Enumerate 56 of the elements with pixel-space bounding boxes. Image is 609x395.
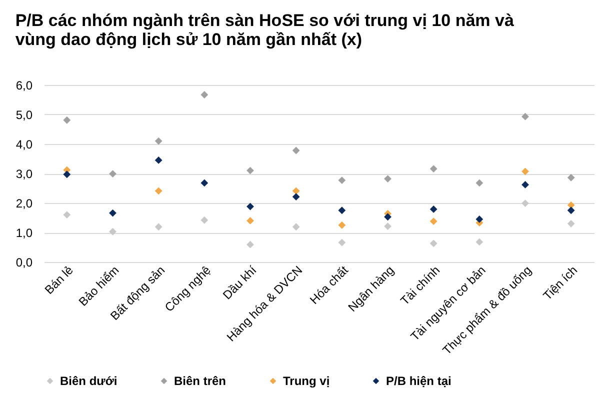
point bbox=[154, 223, 162, 231]
point bbox=[246, 166, 254, 174]
point bbox=[292, 146, 300, 154]
point bbox=[567, 220, 575, 228]
point bbox=[476, 216, 484, 223]
x-tick-label: Dầu khí bbox=[220, 262, 260, 302]
legend-label: Biên trên bbox=[174, 374, 226, 388]
point bbox=[430, 165, 438, 172]
legend-label: Biên dưới bbox=[60, 374, 118, 388]
y-tick-label: 1,0 bbox=[16, 226, 33, 240]
y-tick-label: 5,0 bbox=[16, 108, 33, 122]
point bbox=[567, 174, 575, 182]
point bbox=[567, 201, 575, 209]
point bbox=[246, 240, 254, 248]
legend-label: Trung vị bbox=[283, 374, 330, 388]
y-tick-label: 2,0 bbox=[16, 196, 33, 210]
point bbox=[246, 216, 254, 224]
legend-label: P/B hiện tại bbox=[386, 374, 452, 388]
point bbox=[522, 168, 529, 176]
point bbox=[154, 137, 162, 145]
x-tick-label: Tiện ích bbox=[540, 263, 580, 303]
point bbox=[522, 181, 529, 188]
point bbox=[63, 211, 71, 219]
point bbox=[292, 187, 300, 195]
point bbox=[109, 228, 116, 236]
point bbox=[292, 193, 300, 201]
y-tick-label: 4,0 bbox=[16, 138, 33, 152]
point bbox=[154, 187, 162, 195]
point bbox=[522, 112, 529, 120]
point bbox=[384, 175, 392, 183]
point bbox=[384, 222, 392, 230]
point bbox=[430, 218, 438, 225]
chart-title: P/B các nhóm ngành trên sàn HoSE so với trung vị 10 năm và vùng dao động lịch sử 10 năm gần nhất (x) bbox=[15, 11, 514, 49]
point bbox=[200, 179, 208, 187]
y-tick-label: 0,0 bbox=[16, 256, 33, 270]
point bbox=[154, 156, 162, 164]
point bbox=[200, 91, 208, 98]
point bbox=[338, 176, 346, 184]
x-tick-label: Bán lẻ bbox=[42, 262, 76, 298]
point bbox=[476, 179, 484, 187]
point bbox=[384, 213, 392, 221]
point bbox=[200, 216, 208, 224]
point bbox=[430, 240, 438, 248]
point bbox=[338, 221, 346, 229]
point bbox=[292, 223, 300, 231]
point bbox=[567, 206, 575, 214]
point bbox=[522, 200, 529, 208]
point bbox=[63, 116, 71, 124]
y-tick-label: 6,0 bbox=[16, 78, 33, 92]
point bbox=[338, 238, 346, 246]
point bbox=[338, 206, 346, 214]
point bbox=[430, 205, 438, 213]
point bbox=[63, 170, 71, 178]
point bbox=[109, 170, 116, 178]
point bbox=[476, 238, 484, 246]
y-tick-label: 3,0 bbox=[16, 167, 33, 181]
